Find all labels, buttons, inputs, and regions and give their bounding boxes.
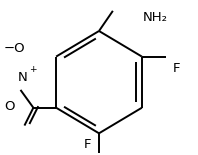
- Text: −O: −O: [4, 42, 26, 55]
- Text: N: N: [18, 71, 28, 84]
- Text: F: F: [173, 62, 181, 75]
- Text: +: +: [29, 65, 36, 74]
- Text: O: O: [5, 100, 15, 113]
- Text: F: F: [83, 138, 91, 151]
- Text: NH₂: NH₂: [143, 11, 168, 24]
